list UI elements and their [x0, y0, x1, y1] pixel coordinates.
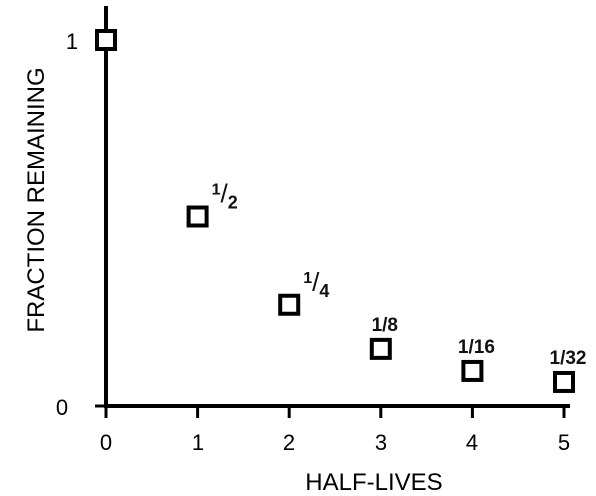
x-tick-label-1: 1 [192, 430, 204, 455]
data-points [95, 29, 575, 393]
point-label-1: 1/2 [212, 179, 238, 213]
point-label-3: 1/8 [372, 315, 398, 336]
x-tick-marks [104, 406, 566, 418]
point-label-2: 1/4 [303, 267, 329, 301]
y-tick-label-1: 1 [66, 29, 78, 54]
data-point-1 [186, 205, 209, 228]
point-labels: 1/2 1/4 1/8 1/16 1/32 [212, 179, 587, 369]
data-point-0 [95, 29, 117, 51]
x-tick-label-3: 3 [375, 430, 387, 455]
x-tick-label-2: 2 [283, 430, 295, 455]
data-point-2 [278, 293, 301, 316]
data-point-5 [553, 370, 575, 393]
point-label-5: 1/32 [550, 348, 587, 369]
x-tick-label-5: 5 [558, 430, 570, 455]
y-tick-label-0: 0 [56, 395, 68, 420]
x-tick-label-4: 4 [466, 430, 478, 455]
data-point-4 [461, 359, 484, 382]
data-point-3 [369, 337, 392, 360]
point-label-4: 1/16 [458, 337, 495, 358]
x-axis-label: HALF-LIVES [305, 469, 442, 496]
x-tick-label-0: 0 [100, 430, 112, 455]
y-axis-label: FRACTION REMAINING [23, 67, 50, 332]
